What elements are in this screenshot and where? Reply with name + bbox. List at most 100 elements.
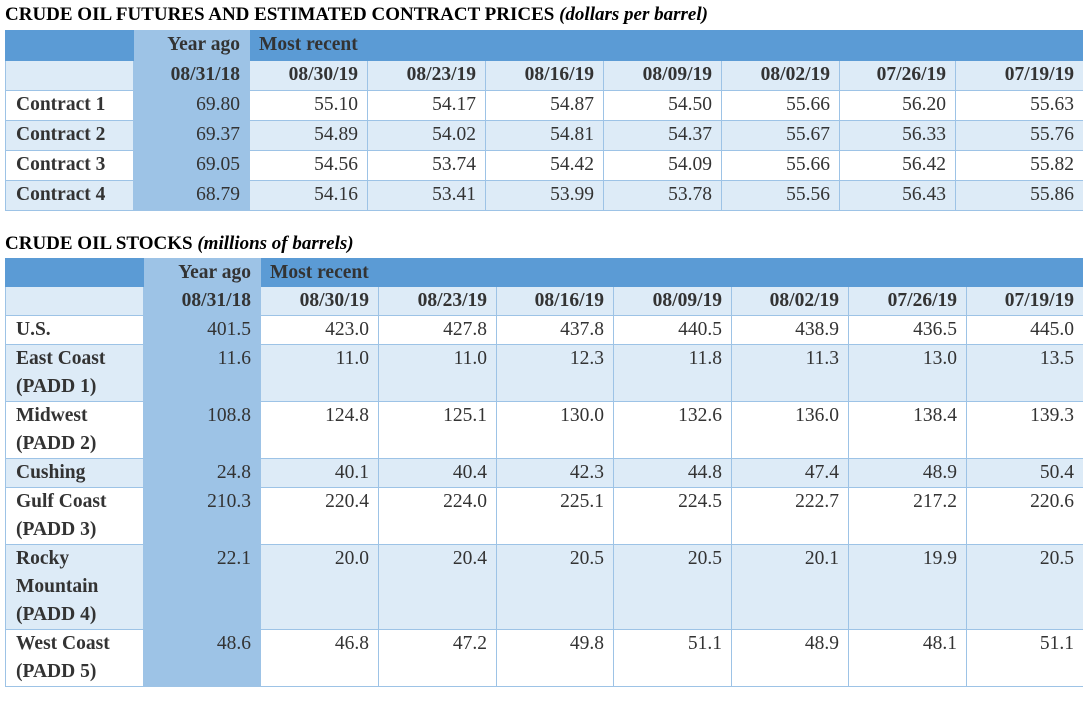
- stocks-title: CRUDE OIL STOCKS (millions of barrels): [5, 233, 354, 255]
- value-cell: 40.1: [260, 458, 379, 488]
- value-cell: 217.2: [848, 487, 967, 545]
- value-cell: 437.8: [496, 315, 614, 345]
- value-cell: 55.66: [721, 90, 840, 121]
- value-cell: 69.80: [133, 90, 250, 121]
- value-cell: 51.1: [613, 629, 732, 687]
- row-label: Contract 4: [5, 180, 134, 211]
- value-cell: 225.1: [496, 487, 614, 545]
- value-cell: 11.8: [613, 344, 732, 402]
- value-cell: 54.87: [485, 90, 604, 121]
- value-cell: 138.4: [848, 401, 967, 459]
- value-cell: 436.5: [848, 315, 967, 345]
- date-header-cell: 08/02/19: [731, 286, 849, 316]
- value-cell: 54.09: [603, 150, 722, 181]
- value-cell: 48.9: [731, 629, 849, 687]
- row-label: Contract 1: [5, 90, 134, 121]
- date-header-cell: 08/30/19: [249, 60, 368, 91]
- value-cell: 50.4: [965, 458, 1083, 488]
- value-cell: 68.79: [133, 180, 250, 211]
- date-header-cell: 08/31/18: [133, 60, 250, 91]
- value-cell: 48.9: [848, 458, 967, 488]
- value-cell: 47.2: [378, 629, 497, 687]
- value-cell: 56.43: [839, 180, 956, 211]
- value-cell: 54.89: [249, 120, 368, 151]
- date-header-row: 08/31/18 08/30/19 08/23/19 08/16/19 08/09/19…: [5, 286, 1083, 316]
- table-row: Cushing 24.8 40.1 40.4 42.3 44.8 47.4 48.9 50.4: [5, 458, 1083, 488]
- header-corner-cell: [5, 258, 144, 287]
- stocks-title-text: CRUDE OIL STOCKS: [5, 233, 193, 254]
- header-corner-cell: [5, 30, 134, 61]
- row-label: Contract 3: [5, 150, 134, 181]
- value-cell: 12.3: [496, 344, 614, 402]
- value-cell: 108.8: [143, 401, 261, 459]
- futures-title: CRUDE OIL FUTURES AND ESTIMATED CONTRACT…: [5, 4, 708, 26]
- row-label: West Coast (PADD 5): [5, 629, 144, 687]
- year-ago-header: Year ago: [133, 30, 250, 61]
- value-cell: 55.67: [721, 120, 840, 151]
- value-cell: 22.1: [143, 544, 261, 630]
- value-cell: 20.5: [496, 544, 614, 630]
- date-header-cell: 07/26/19: [839, 60, 956, 91]
- date-header-cell: 08/09/19: [603, 60, 722, 91]
- value-cell: 53.99: [485, 180, 604, 211]
- value-cell: 132.6: [613, 401, 732, 459]
- row-label: U.S.: [5, 315, 144, 345]
- value-cell: 44.8: [613, 458, 732, 488]
- value-cell: 125.1: [378, 401, 497, 459]
- value-cell: 13.0: [848, 344, 967, 402]
- value-cell: 54.42: [485, 150, 604, 181]
- table-row: West Coast (PADD 5) 48.6 46.8 47.2 49.8 51.1 4…: [5, 629, 1083, 687]
- value-cell: 19.9: [848, 544, 967, 630]
- value-cell: 69.05: [133, 150, 250, 181]
- value-cell: 136.0: [731, 401, 849, 459]
- value-cell: 220.6: [965, 487, 1083, 545]
- value-cell: 54.81: [485, 120, 604, 151]
- value-cell: 55.56: [721, 180, 840, 211]
- value-cell: 20.1: [731, 544, 849, 630]
- year-ago-header: Year ago: [143, 258, 261, 287]
- most-recent-header: Most recent: [248, 30, 1083, 61]
- date-header-cell: 08/31/18: [143, 286, 261, 316]
- value-cell: 11.0: [378, 344, 497, 402]
- value-cell: 56.20: [839, 90, 956, 121]
- most-recent-header: Most recent: [259, 258, 1083, 287]
- table-row: Contract 1 69.80 55.10 54.17 54.87 54.50 55.66…: [5, 90, 1083, 121]
- value-cell: 54.37: [603, 120, 722, 151]
- value-cell: 42.3: [496, 458, 614, 488]
- row-label: East Coast (PADD 1): [5, 344, 144, 402]
- value-cell: 55.10: [249, 90, 368, 121]
- date-corner-cell: [5, 286, 144, 316]
- value-cell: 51.1: [965, 629, 1083, 687]
- value-cell: 220.4: [260, 487, 379, 545]
- value-cell: 427.8: [378, 315, 497, 345]
- value-cell: 20.0: [260, 544, 379, 630]
- value-cell: 20.4: [378, 544, 497, 630]
- value-cell: 55.82: [954, 150, 1083, 181]
- value-cell: 55.66: [721, 150, 840, 181]
- value-cell: 54.16: [249, 180, 368, 211]
- value-cell: 56.33: [839, 120, 956, 151]
- header-band-row: Year ago Most recent: [5, 30, 1083, 61]
- value-cell: 130.0: [496, 401, 614, 459]
- value-cell: 222.7: [731, 487, 849, 545]
- row-label: Midwest (PADD 2): [5, 401, 144, 459]
- date-header-cell: 08/02/19: [721, 60, 840, 91]
- value-cell: 139.3: [965, 401, 1083, 459]
- row-label: Rocky Mountain (PADD 4): [5, 544, 144, 630]
- value-cell: 55.76: [954, 120, 1083, 151]
- table-row: Gulf Coast (PADD 3) 210.3 220.4 224.0 225.1 2…: [5, 487, 1083, 545]
- value-cell: 54.50: [603, 90, 722, 121]
- value-cell: 11.0: [260, 344, 379, 402]
- value-cell: 401.5: [143, 315, 261, 345]
- value-cell: 20.5: [965, 544, 1083, 630]
- value-cell: 423.0: [260, 315, 379, 345]
- table-row: Contract 4 68.79 54.16 53.41 53.99 53.78 55.56…: [5, 180, 1083, 211]
- row-label: Gulf Coast (PADD 3): [5, 487, 144, 545]
- value-cell: 56.42: [839, 150, 956, 181]
- row-label: Cushing: [5, 458, 144, 488]
- futures-table: Year ago Most recent 08/31/18 08/30/19 08/23…: [5, 30, 1083, 211]
- value-cell: 53.78: [603, 180, 722, 211]
- futures-unit: (dollars per barrel): [559, 4, 708, 25]
- value-cell: 54.02: [367, 120, 486, 151]
- value-cell: 13.5: [965, 344, 1083, 402]
